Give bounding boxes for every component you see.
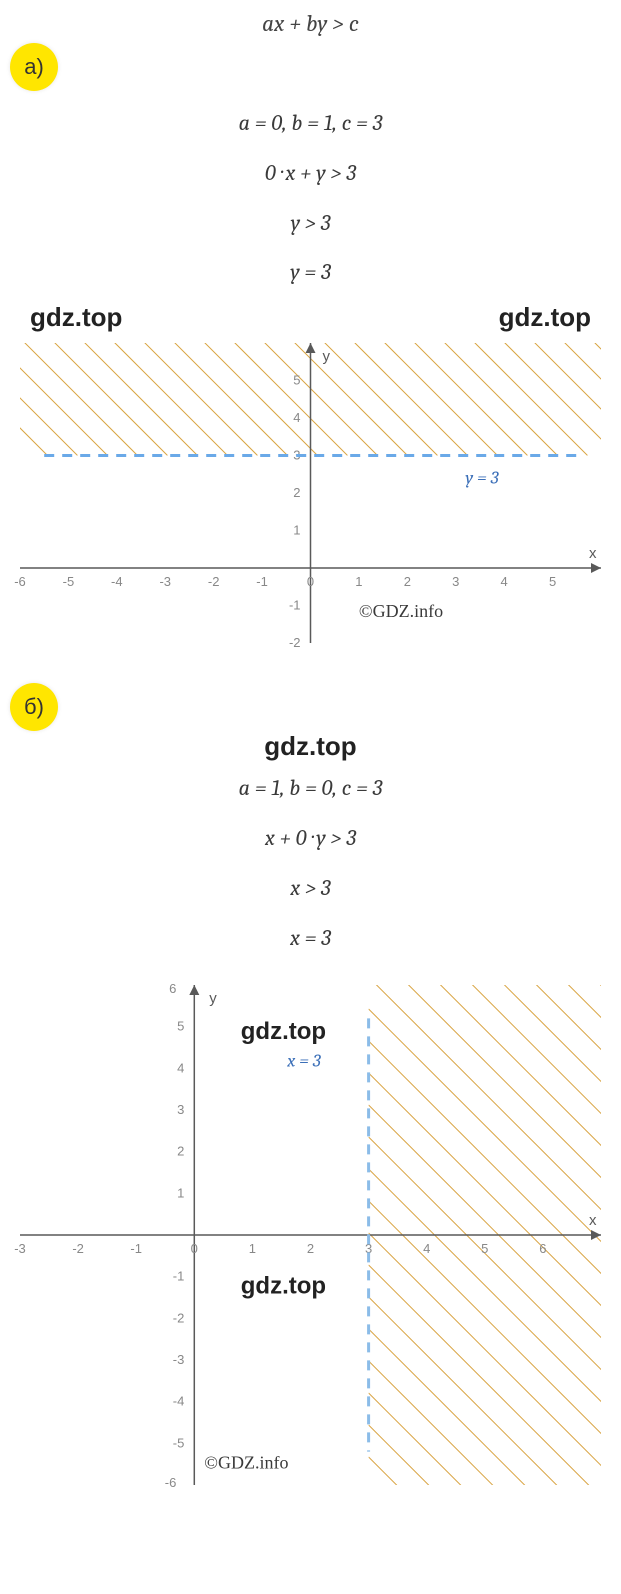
svg-text:2: 2 — [404, 574, 411, 589]
svg-text:©GDZ.info: ©GDZ.info — [359, 601, 443, 621]
svg-text:4: 4 — [177, 1061, 184, 1076]
svg-text:©GDZ.info: ©GDZ.info — [204, 1453, 288, 1473]
main-inequality: ax + by > c — [0, 0, 621, 37]
svg-text:0: 0 — [307, 574, 314, 589]
svg-text:2: 2 — [293, 485, 300, 500]
svg-text:gdz.top: gdz.top — [241, 1019, 326, 1046]
page: ax + by > c а) a = 0, b = 1, c = 3 0 · x… — [0, 0, 621, 1505]
svg-text:-2: -2 — [72, 1241, 84, 1256]
eq-b-0: a = 1, b = 0, c = 3 — [0, 764, 621, 814]
eq-b-1: x + 0 · y > 3 — [0, 814, 621, 864]
eq-a-0: a = 0, b = 1, c = 3 — [0, 99, 621, 149]
eq-a-2: y > 3 — [0, 199, 621, 249]
svg-text:x: x — [589, 1212, 597, 1229]
svg-text:-2: -2 — [173, 1311, 185, 1326]
svg-text:-1: -1 — [289, 598, 301, 613]
svg-text:-2: -2 — [208, 574, 220, 589]
svg-text:4: 4 — [501, 574, 508, 589]
svg-text:2: 2 — [307, 1241, 314, 1256]
svg-text:5: 5 — [481, 1241, 488, 1256]
svg-text:5: 5 — [177, 1019, 184, 1034]
watermark-row-a: gdz.top gdz.top — [0, 302, 621, 333]
section-b-equations: a = 1, b = 0, c = 3 x + 0 · y > 3 x > 3 … — [0, 764, 621, 963]
eq-a-1: 0 · x + y > 3 — [0, 149, 621, 199]
chart-a: -6-5-4-3-2-1012345-2-112345xyy = 3©GDZ.i… — [0, 333, 621, 673]
svg-text:1: 1 — [293, 523, 300, 538]
svg-text:3: 3 — [177, 1102, 184, 1117]
svg-text:-6: -6 — [165, 1475, 177, 1490]
svg-text:-3: -3 — [173, 1352, 185, 1367]
svg-text:6: 6 — [169, 981, 176, 996]
svg-text:x = 3: x = 3 — [286, 1051, 322, 1072]
svg-text:1: 1 — [177, 1186, 184, 1201]
watermark-right: gdz.top — [499, 302, 591, 333]
svg-text:-1: -1 — [130, 1241, 142, 1256]
svg-text:5: 5 — [549, 574, 556, 589]
svg-text:-1: -1 — [173, 1269, 185, 1284]
svg-text:2: 2 — [177, 1144, 184, 1159]
chart-b: -3-2-10123456-5-4-3-2-1123456-6xyx = 3gd… — [0, 975, 621, 1505]
svg-text:-3: -3 — [159, 574, 171, 589]
watermark-mid: gdz.top — [0, 731, 621, 762]
svg-text:y: y — [323, 348, 331, 365]
svg-text:1: 1 — [249, 1241, 256, 1256]
svg-text:-1: -1 — [256, 574, 268, 589]
svg-text:-6: -6 — [14, 574, 26, 589]
svg-text:-4: -4 — [173, 1394, 185, 1409]
svg-text:4: 4 — [423, 1241, 430, 1256]
eq-b-3: x = 3 — [0, 914, 621, 964]
watermark-left: gdz.top — [30, 302, 122, 333]
svg-text:-3: -3 — [14, 1241, 26, 1256]
svg-text:y: y — [209, 990, 217, 1007]
eq-a-3: y = 3 — [0, 248, 621, 298]
svg-text:4: 4 — [293, 410, 300, 425]
svg-text:-4: -4 — [111, 574, 123, 589]
section-a-label: а) — [10, 43, 58, 91]
svg-text:y = 3: y = 3 — [465, 468, 499, 489]
svg-text:-5: -5 — [63, 574, 75, 589]
svg-text:x: x — [589, 545, 597, 562]
svg-text:-5: -5 — [173, 1436, 185, 1451]
svg-text:6: 6 — [539, 1241, 546, 1256]
svg-text:-2: -2 — [289, 635, 301, 650]
section-b-label: б) — [10, 683, 58, 731]
svg-text:3: 3 — [452, 574, 459, 589]
svg-text:5: 5 — [293, 373, 300, 388]
svg-text:gdz.top: gdz.top — [241, 1273, 326, 1300]
section-a-equations: a = 0, b = 1, c = 3 0 · x + y > 3 y > 3 … — [0, 99, 621, 298]
svg-text:1: 1 — [355, 574, 362, 589]
eq-b-2: x > 3 — [0, 864, 621, 914]
svg-text:0: 0 — [191, 1241, 198, 1256]
